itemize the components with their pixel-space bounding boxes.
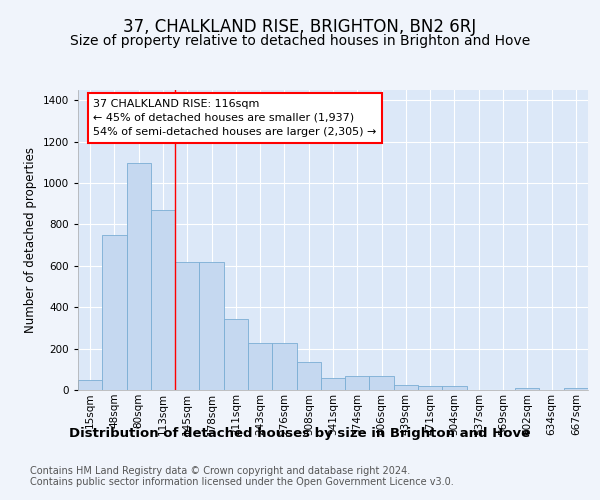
Text: Contains HM Land Registry data © Crown copyright and database right 2024.: Contains HM Land Registry data © Crown c… [30, 466, 410, 476]
Bar [442, 386, 467, 390]
Bar [515, 388, 539, 390]
Text: Contains public sector information licensed under the Open Government Licence v3: Contains public sector information licen… [30, 477, 454, 487]
Y-axis label: Number of detached properties: Number of detached properties [24, 147, 37, 333]
Bar [78, 380, 102, 390]
Bar [272, 344, 296, 390]
Bar [151, 210, 175, 390]
Text: 37 CHALKLAND RISE: 116sqm
← 45% of detached houses are smaller (1,937)
54% of se: 37 CHALKLAND RISE: 116sqm ← 45% of detac… [94, 99, 377, 137]
Text: 37, CHALKLAND RISE, BRIGHTON, BN2 6RJ: 37, CHALKLAND RISE, BRIGHTON, BN2 6RJ [124, 18, 476, 36]
Bar [564, 388, 588, 390]
Bar [248, 344, 272, 390]
Text: Size of property relative to detached houses in Brighton and Hove: Size of property relative to detached ho… [70, 34, 530, 48]
Bar [175, 262, 199, 390]
Bar [345, 376, 370, 390]
Bar [199, 262, 224, 390]
Bar [224, 318, 248, 390]
Bar [418, 386, 442, 390]
Text: Distribution of detached houses by size in Brighton and Hove: Distribution of detached houses by size … [70, 428, 530, 440]
Bar [370, 376, 394, 390]
Bar [394, 385, 418, 390]
Bar [321, 378, 345, 390]
Bar [127, 164, 151, 390]
Bar [102, 235, 127, 390]
Bar [296, 362, 321, 390]
